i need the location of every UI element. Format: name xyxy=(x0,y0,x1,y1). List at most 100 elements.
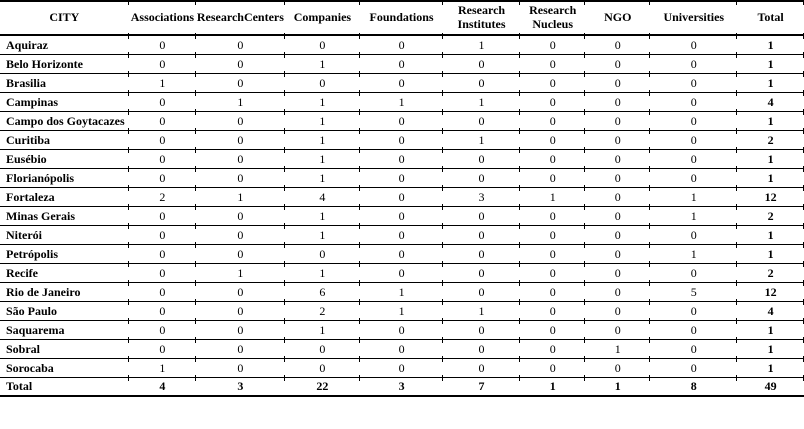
column-header-research_centers: ResearchCenters xyxy=(195,0,285,36)
value-cell-research_institutes: 1 xyxy=(441,299,521,320)
value-cell-research_nucleus: 1 xyxy=(519,375,586,396)
column-header-ngo: NGO xyxy=(584,0,651,36)
value-cell-ngo: 0 xyxy=(584,204,651,225)
value-cell-research_centers: 0 xyxy=(195,166,285,187)
value-cell-research_centers: 0 xyxy=(195,147,285,168)
column-header-companies: Companies xyxy=(283,0,361,36)
city-cell: Petrópolis xyxy=(0,243,129,263)
value-cell-ngo: 0 xyxy=(584,128,651,149)
city-cell: Campo dos Goytacazes xyxy=(0,110,129,130)
column-header-research_nucleus: Research Nucleus xyxy=(519,0,586,36)
value-cell-research_centers: 1 xyxy=(195,261,285,282)
value-cell-universities: 0 xyxy=(649,90,738,111)
value-cell-foundations: 0 xyxy=(359,71,443,92)
value-cell-research_institutes: 3 xyxy=(441,185,521,206)
value-cell-research_institutes: 0 xyxy=(441,318,521,339)
value-cell-ngo: 0 xyxy=(584,261,651,282)
value-cell-research_nucleus: 0 xyxy=(519,318,586,339)
value-cell-research_nucleus: 0 xyxy=(519,33,586,54)
value-cell-research_centers: 0 xyxy=(195,71,285,92)
value-cell-associations: 0 xyxy=(127,90,197,111)
value-cell-companies: 0 xyxy=(283,337,361,358)
value-cell-research_nucleus: 0 xyxy=(519,71,586,92)
value-cell-foundations: 0 xyxy=(359,242,443,263)
city-cell: Recife xyxy=(0,262,129,282)
total-cell: 12 xyxy=(736,280,804,301)
total-cell: 4 xyxy=(736,90,804,111)
city-organizations-table: CITY Associations ResearchCenters Companies… xyxy=(0,0,804,397)
value-cell-universities: 0 xyxy=(649,166,738,187)
value-cell-ngo: 1 xyxy=(584,337,651,358)
value-cell-ngo: 0 xyxy=(584,242,651,263)
city-cell: Aquiraz xyxy=(0,34,129,54)
city-cell: São Paulo xyxy=(0,300,129,320)
value-cell-ngo: 0 xyxy=(584,299,651,320)
city-cell: Campinas xyxy=(0,91,129,111)
total-cell: 2 xyxy=(736,204,804,225)
value-cell-foundations: 1 xyxy=(359,90,443,111)
total-cell: 49 xyxy=(736,375,804,396)
value-cell-research_nucleus: 0 xyxy=(519,280,586,301)
value-cell-research_institutes: 0 xyxy=(441,337,521,358)
value-cell-companies: 2 xyxy=(283,299,361,320)
value-cell-universities: 0 xyxy=(649,223,738,244)
value-cell-research_centers: 0 xyxy=(195,242,285,263)
value-cell-research_nucleus: 0 xyxy=(519,52,586,73)
city-cell: Eusébio xyxy=(0,148,129,168)
total-cell: 4 xyxy=(736,299,804,320)
total-cell: 1 xyxy=(736,71,804,92)
table-row: Brasilia 1 0 0 0 0 0 0 0 1 xyxy=(0,71,804,92)
value-cell-universities: 1 xyxy=(649,242,738,263)
value-cell-research_nucleus: 0 xyxy=(519,337,586,358)
value-cell-ngo: 0 xyxy=(584,71,651,92)
value-cell-universities: 0 xyxy=(649,318,738,339)
table-body: Aquiraz 0 0 0 0 1 0 0 0 1 Belo Horizonte 0 0 1 0 0 0 0 0 1 B… xyxy=(0,33,804,377)
value-cell-research_institutes: 0 xyxy=(441,166,521,187)
city-cell: Florianópolis xyxy=(0,167,129,187)
value-cell-research_nucleus: 0 xyxy=(519,261,586,282)
table-row: Recife 0 1 1 0 0 0 0 0 2 xyxy=(0,261,804,282)
value-cell-research_centers: 0 xyxy=(195,318,285,339)
value-cell-companies: 1 xyxy=(283,147,361,168)
value-cell-foundations: 0 xyxy=(359,128,443,149)
value-cell-associations: 1 xyxy=(127,356,197,377)
value-cell-research_institutes: 7 xyxy=(441,375,521,396)
value-cell-ngo: 0 xyxy=(584,356,651,377)
value-cell-companies: 22 xyxy=(283,375,361,396)
city-cell: Brasilia xyxy=(0,72,129,92)
value-cell-research_centers: 0 xyxy=(195,356,285,377)
value-cell-research_institutes: 0 xyxy=(441,261,521,282)
total-cell: 1 xyxy=(736,337,804,358)
column-header-foundations: Foundations xyxy=(359,0,443,36)
value-cell-ngo: 0 xyxy=(584,33,651,54)
value-cell-ngo: 0 xyxy=(584,109,651,130)
value-cell-foundations: 0 xyxy=(359,223,443,244)
city-cell: Saquarema xyxy=(0,319,129,339)
value-cell-ngo: 0 xyxy=(584,147,651,168)
total-cell: 1 xyxy=(736,147,804,168)
value-cell-associations: 0 xyxy=(127,166,197,187)
value-cell-companies: 1 xyxy=(283,52,361,73)
value-cell-foundations: 0 xyxy=(359,166,443,187)
column-header-research_institutes: Research Institutes xyxy=(441,0,521,36)
table-row: Eusébio 0 0 1 0 0 0 0 0 1 xyxy=(0,147,804,168)
value-cell-companies: 0 xyxy=(283,33,361,54)
table-row: Sorocaba 1 0 0 0 0 0 0 0 1 xyxy=(0,356,804,377)
value-cell-research_institutes: 1 xyxy=(441,33,521,54)
table-row: Rio de Janeiro 0 0 6 1 0 0 0 5 12 xyxy=(0,280,804,301)
column-header-city: CITY xyxy=(0,1,129,36)
value-cell-research_centers: 3 xyxy=(195,375,285,396)
value-cell-research_nucleus: 0 xyxy=(519,147,586,168)
value-cell-foundations: 0 xyxy=(359,33,443,54)
value-cell-foundations: 0 xyxy=(359,356,443,377)
value-cell-ngo: 0 xyxy=(584,166,651,187)
value-cell-foundations: 0 xyxy=(359,337,443,358)
value-cell-associations: 0 xyxy=(127,223,197,244)
value-cell-research_centers: 0 xyxy=(195,204,285,225)
value-cell-universities: 0 xyxy=(649,261,738,282)
value-cell-companies: 1 xyxy=(283,128,361,149)
table-row: Niterói 0 0 1 0 0 0 0 0 1 xyxy=(0,223,804,244)
value-cell-foundations: 0 xyxy=(359,52,443,73)
value-cell-universities: 0 xyxy=(649,299,738,320)
